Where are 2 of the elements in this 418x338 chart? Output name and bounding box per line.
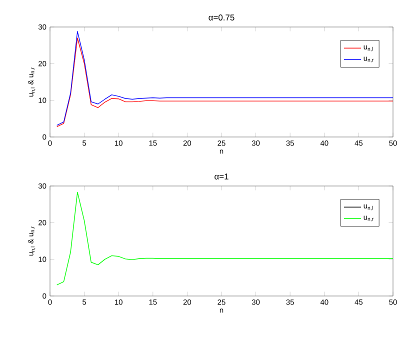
chart-title: α=0.75 xyxy=(208,14,234,20)
chart-title: α=1 xyxy=(214,174,228,180)
